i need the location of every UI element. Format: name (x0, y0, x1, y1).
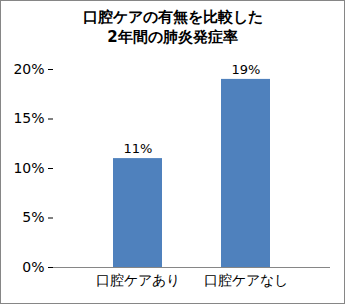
svg-text:口腔ケアなし: 口腔ケアなし (204, 272, 288, 288)
svg-text:19%: 19% (232, 62, 261, 77)
html-text:口腔ケアの有無を比較した 2年間の肺炎発症率: 口腔ケアの有無を比較した 2年間の肺炎発症率 (82, 8, 263, 46)
svg-text:10%: 10% (13, 160, 44, 176)
svg-text:0%: 0% (22, 259, 44, 275)
svg-text:11%: 11% (124, 141, 153, 156)
svg-text:15%: 15% (13, 110, 44, 126)
svg-text:20%: 20% (13, 61, 44, 77)
svg-text:5%: 5% (22, 209, 44, 225)
svg-text:口腔ケアあり: 口腔ケアあり (96, 272, 180, 288)
